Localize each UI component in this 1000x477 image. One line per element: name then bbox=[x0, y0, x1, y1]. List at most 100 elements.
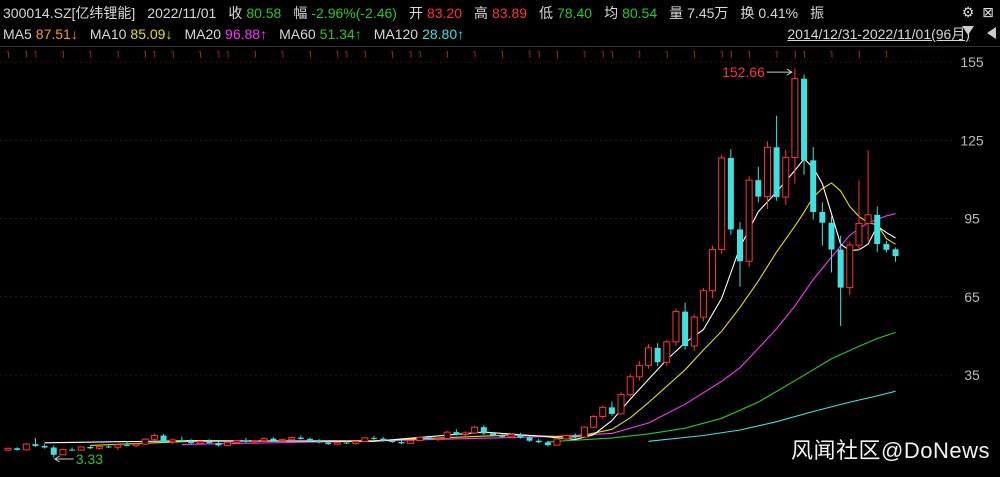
candle-body bbox=[32, 444, 39, 446]
ma-legend: MA5 87.51↓ MA10 85.09↓ MA20 96.88↑ MA60 … bbox=[0, 23, 1000, 45]
candle-body bbox=[572, 435, 579, 438]
event-marker: ˥ bbox=[363, 50, 366, 60]
close-value: 80.58 bbox=[246, 5, 282, 21]
candle-body bbox=[544, 442, 551, 446]
ma60-value: 51.34↑ bbox=[319, 26, 362, 42]
candle-body bbox=[526, 437, 533, 441]
candle-body bbox=[297, 437, 304, 439]
close-icon[interactable]: ⊠ bbox=[982, 4, 994, 20]
turnover-value: 0.41% bbox=[758, 5, 799, 21]
candle-body bbox=[434, 437, 442, 440]
candle-body bbox=[398, 442, 405, 444]
candle-body bbox=[864, 214, 872, 224]
event-marker: ˥ bbox=[418, 50, 421, 60]
candle-body bbox=[553, 438, 561, 446]
ma10-line bbox=[90, 182, 896, 446]
min-arrow-head bbox=[53, 455, 61, 463]
candle-body bbox=[608, 407, 615, 414]
event-marker: ˥ bbox=[335, 50, 338, 60]
candle-body bbox=[617, 394, 625, 415]
candle-body bbox=[224, 441, 232, 446]
event-marker: ˥ bbox=[610, 50, 613, 60]
candle-body bbox=[306, 438, 313, 441]
candle-body bbox=[810, 160, 817, 212]
event-marker: ˥ bbox=[143, 50, 146, 60]
candle-body bbox=[480, 427, 487, 434]
kline-chart[interactable]: 35 65 95 125 155 ˥ ˥ ˥ ˥ ˥ ˥ ˥ ˥ ˥ ˥ ˥ ˥ ˥ ˥ ˥ ˥ ˥ ˥ ˥ ˥ ˥ ˥ ˥ ˥ ˥ ˥ ˥ ˥… bbox=[0, 46, 1000, 477]
amplitude-label: 振 bbox=[810, 5, 825, 21]
event-marker: ˥ bbox=[198, 50, 201, 60]
candle-body bbox=[343, 442, 350, 444]
candle-body bbox=[755, 180, 762, 197]
candle-body bbox=[590, 415, 598, 428]
event-marker: ˥ bbox=[857, 50, 860, 60]
gear-icon[interactable]: ⚙ bbox=[961, 4, 975, 20]
candle-body bbox=[782, 156, 790, 198]
candle-body bbox=[626, 376, 634, 396]
low-label: 低 bbox=[539, 5, 554, 21]
ma120-line bbox=[648, 390, 896, 442]
ma60-line bbox=[547, 331, 896, 443]
event-marker: ˥ bbox=[884, 50, 887, 60]
ma10-value: 85.09↓ bbox=[130, 26, 173, 42]
candle-body bbox=[4, 447, 12, 451]
event-marker: ˥ bbox=[537, 50, 540, 60]
candle-body bbox=[59, 449, 67, 456]
turnover-label: 换 bbox=[740, 5, 755, 21]
y-tick-label: 155 bbox=[960, 54, 984, 70]
candle-body bbox=[361, 437, 369, 443]
event-marker: ˥ bbox=[6, 50, 9, 60]
candle-body bbox=[178, 439, 185, 442]
candle-body bbox=[114, 444, 122, 448]
candle-body bbox=[242, 440, 249, 442]
candle-body bbox=[801, 78, 808, 161]
date-range[interactable]: 2014/12/31-2022/11/01(96月) bbox=[787, 26, 970, 42]
candle-body bbox=[389, 440, 396, 443]
event-marker: ˥ bbox=[729, 50, 732, 60]
event-marker: ˥ bbox=[409, 50, 412, 60]
change-label: 幅 bbox=[293, 5, 308, 21]
candle-body bbox=[507, 433, 515, 438]
candle-body bbox=[773, 147, 780, 198]
candle-body bbox=[535, 440, 542, 443]
candle-body bbox=[87, 446, 94, 449]
candle-body bbox=[141, 438, 149, 445]
event-marker: ˥ bbox=[445, 50, 448, 60]
candle-body bbox=[407, 439, 415, 444]
chevron-down-icon[interactable] bbox=[962, 26, 974, 35]
candle-body bbox=[682, 311, 689, 347]
event-marker: ˥ bbox=[226, 50, 229, 60]
y-tick-label: 35 bbox=[964, 367, 980, 383]
ma5-value: 87.51↓ bbox=[35, 26, 78, 42]
candle-body bbox=[471, 426, 479, 434]
event-marker: ˥ bbox=[692, 50, 695, 60]
avg-value: 80.54 bbox=[622, 5, 658, 21]
max-label: 152.66 bbox=[722, 64, 765, 80]
quote-date: 2022/11/01 bbox=[147, 5, 217, 21]
event-marker: ˥ bbox=[775, 50, 778, 60]
max-arrow-head bbox=[786, 68, 793, 76]
ma10-label: MA10 bbox=[89, 26, 127, 42]
volume-value: 7.45万 bbox=[687, 5, 729, 21]
candle-body bbox=[416, 436, 424, 441]
event-marker: ˥ bbox=[171, 50, 174, 60]
min-label: 3.33 bbox=[76, 451, 103, 467]
event-marker: ˥ bbox=[345, 50, 348, 60]
candle-body bbox=[499, 435, 506, 437]
event-marker: ˥ bbox=[281, 50, 284, 60]
ma20-value: 96.88↑ bbox=[225, 26, 268, 42]
candle-body bbox=[462, 432, 469, 435]
candle-body bbox=[580, 426, 588, 438]
quote-header: 300014.SZ[亿纬锂能] 2022/11/01 收 80.58 幅 -2.… bbox=[0, 2, 1000, 24]
candle-body bbox=[489, 433, 496, 436]
stock-symbol[interactable]: 300014.SZ[亿纬锂能] bbox=[3, 5, 136, 21]
event-marker: ˥ bbox=[637, 50, 640, 60]
candle-body bbox=[699, 290, 707, 318]
high-value: 83.89 bbox=[492, 5, 528, 21]
event-marker: ˥ bbox=[601, 50, 604, 60]
event-marker: ˥ bbox=[665, 50, 668, 60]
event-marker: ˥ bbox=[802, 50, 805, 60]
candle-body bbox=[188, 441, 194, 444]
event-marker: ˥ bbox=[33, 50, 36, 60]
chevron-left-icon[interactable] bbox=[987, 27, 996, 39]
